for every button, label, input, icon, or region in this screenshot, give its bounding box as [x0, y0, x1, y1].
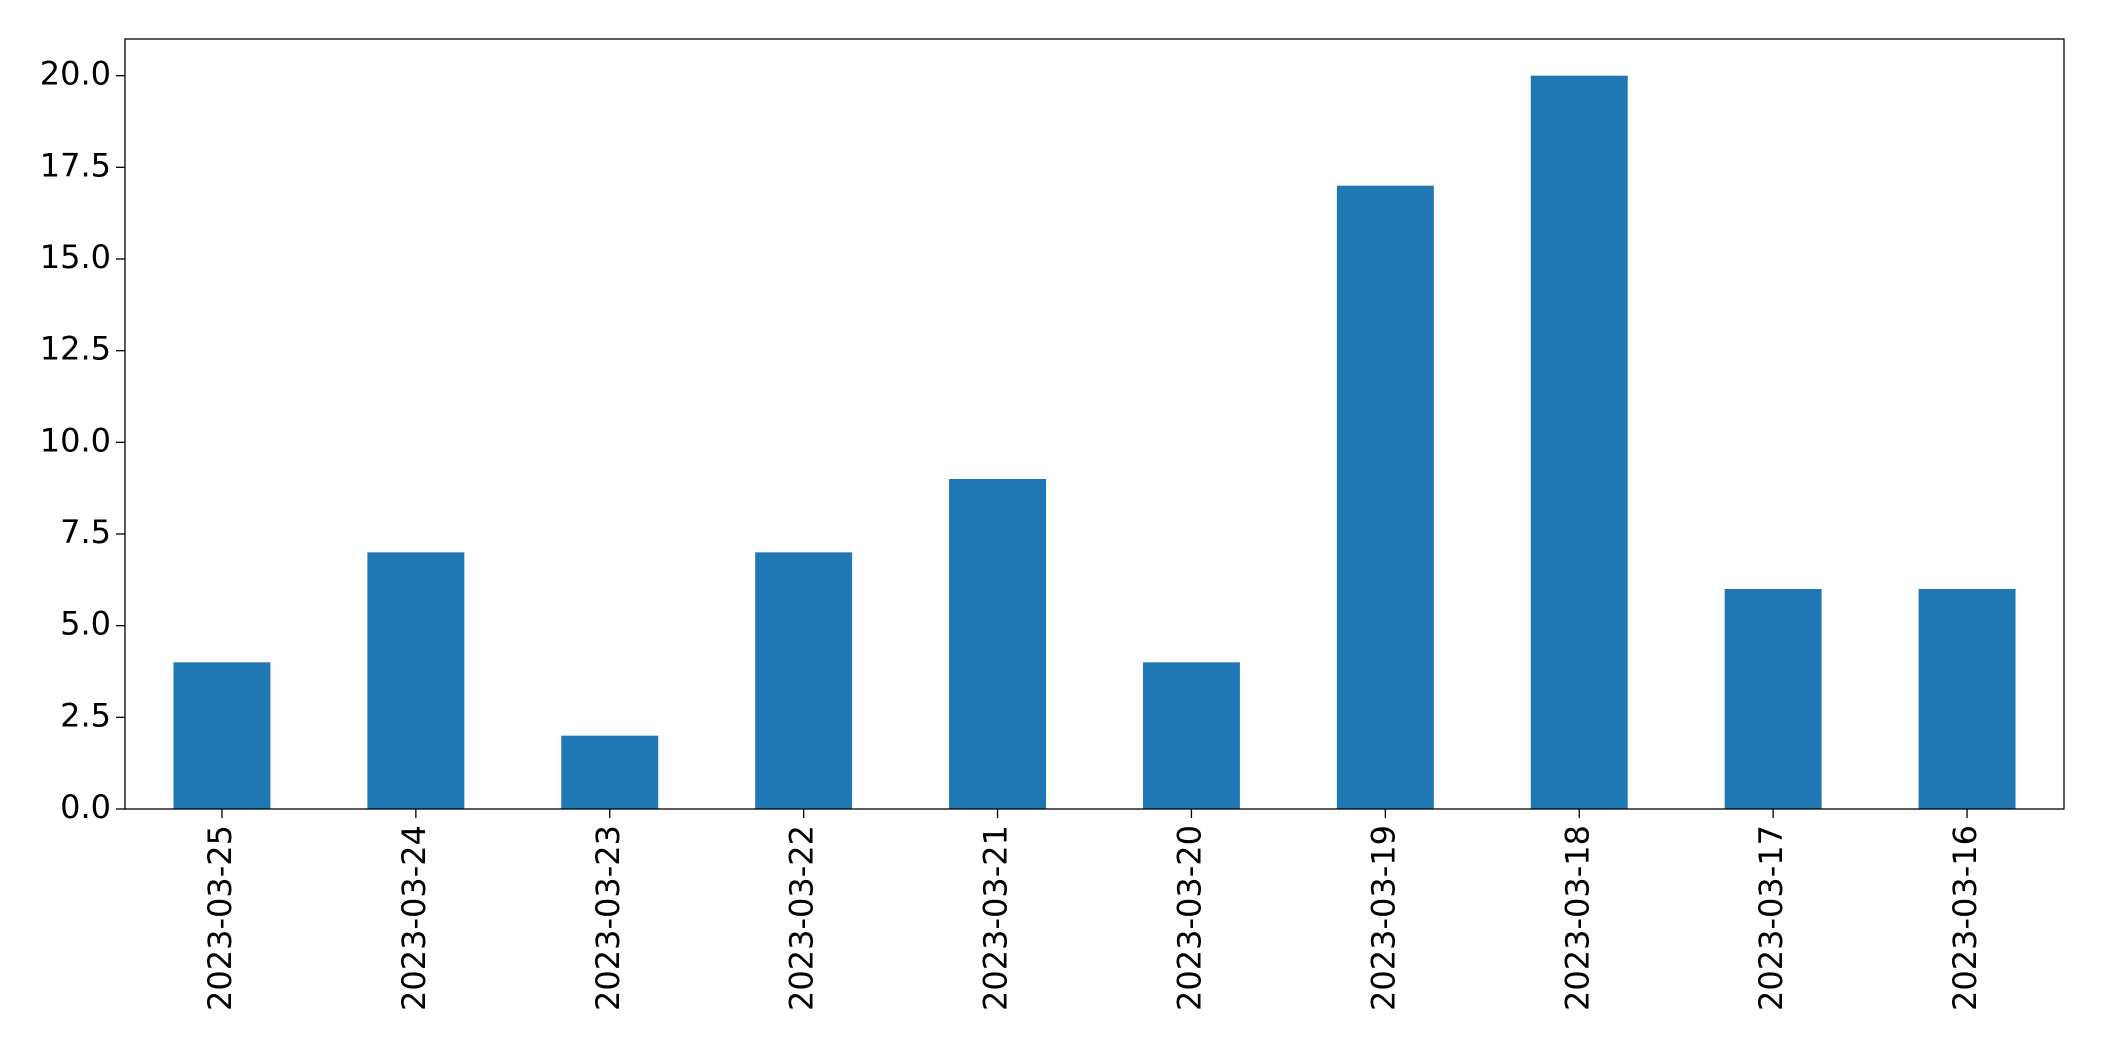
bar — [1142, 662, 1240, 809]
y-tick-label: 17.5 — [40, 146, 111, 184]
x-tick-label: 2023-03-21 — [977, 825, 1015, 1011]
y-tick-label: 0.0 — [60, 788, 111, 826]
y-tick-label: 5.0 — [60, 605, 111, 643]
x-tick-label: 2023-03-23 — [589, 825, 627, 1011]
bar — [755, 552, 853, 809]
x-tick-label: 2023-03-16 — [1946, 825, 1984, 1011]
plot-frame — [124, 38, 2065, 810]
bar — [561, 735, 659, 809]
y-tick-label: 20.0 — [40, 55, 111, 93]
x-tick-label: 2023-03-18 — [1558, 825, 1596, 1011]
x-tick-label: 2023-03-19 — [1364, 825, 1402, 1011]
y-tick-label: 2.5 — [60, 696, 111, 734]
x-tick-label: 2023-03-25 — [201, 825, 239, 1011]
y-tick-label: 7.5 — [60, 513, 111, 551]
bar — [1724, 589, 1822, 809]
bar — [1918, 589, 2016, 809]
bar — [367, 552, 465, 809]
y-tick-label: 10.0 — [40, 421, 111, 459]
x-tick-label: 2023-03-17 — [1752, 825, 1790, 1011]
bar — [1530, 75, 1628, 809]
bar — [1336, 185, 1434, 809]
x-tick-label: 2023-03-22 — [783, 825, 821, 1011]
y-tick-label: 12.5 — [40, 330, 111, 368]
x-tick-label: 2023-03-24 — [395, 825, 433, 1011]
y-tick-label: 15.0 — [40, 238, 111, 276]
x-tick-label: 2023-03-20 — [1170, 825, 1208, 1011]
bar — [173, 662, 271, 809]
bar — [949, 479, 1047, 809]
